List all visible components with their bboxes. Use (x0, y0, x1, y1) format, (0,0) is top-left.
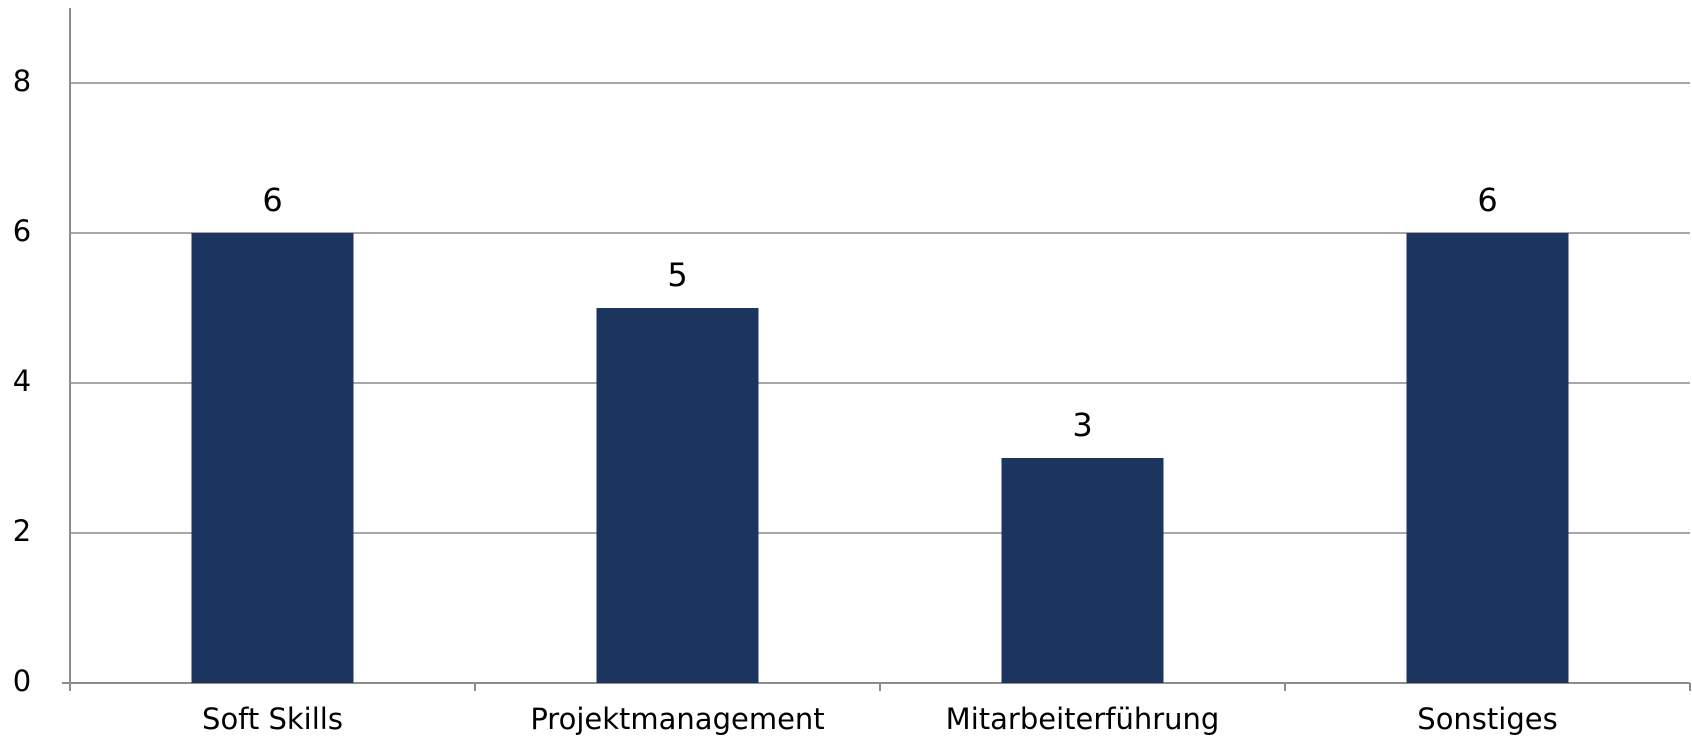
x-tick-label: Projektmanagement (530, 702, 824, 736)
bar (1406, 233, 1569, 683)
y-tick-label: 8 (13, 64, 31, 98)
x-tick-label: Mitarbeiterführung (946, 702, 1220, 736)
data-label: 3 (1072, 406, 1092, 444)
y-tick-label: 6 (13, 214, 31, 248)
y-tick-label: 2 (13, 514, 31, 548)
y-tick-label: 4 (13, 364, 31, 398)
bar (596, 308, 759, 683)
x-tick-label: Soft Skills (202, 702, 343, 736)
y-tick-label: 0 (13, 664, 31, 698)
data-label: 6 (262, 181, 282, 219)
data-label: 5 (667, 256, 687, 294)
bar (191, 233, 354, 683)
bar (1001, 458, 1164, 683)
x-tick-label: Sonstiges (1417, 702, 1557, 736)
data-label: 6 (1477, 181, 1497, 219)
